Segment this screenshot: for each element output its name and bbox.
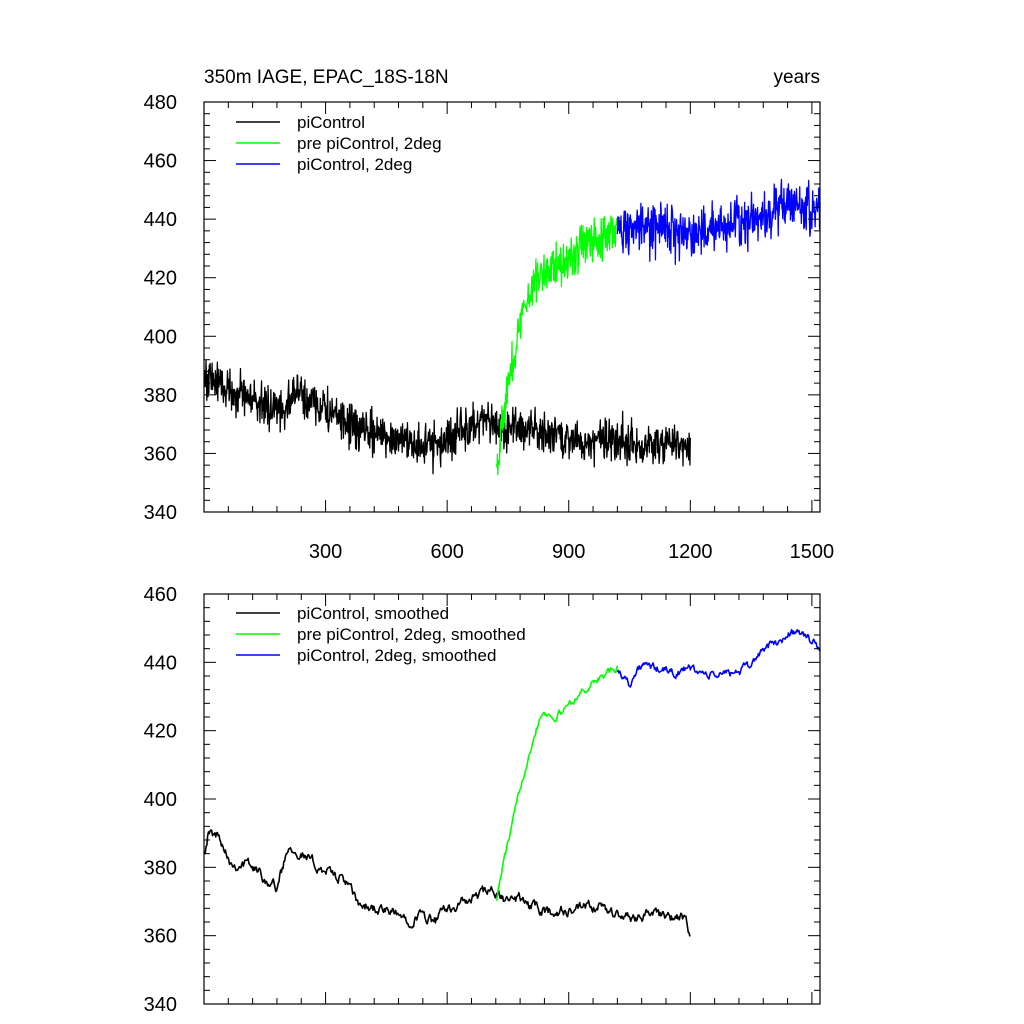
top-series-group (203, 178, 821, 476)
top-y-tick-label: 380 (144, 385, 177, 407)
top-y-tick-label: 420 (144, 268, 177, 290)
legend-label-picontrol-2deg: piControl, 2deg (297, 155, 412, 174)
top-legend: piControl pre piControl, 2deg piControl,… (236, 113, 442, 174)
top-series-picontrol (203, 359, 691, 475)
top-y-tick-label: 340 (144, 502, 177, 524)
chart-title-right: years (774, 67, 820, 88)
bottom-series-pre-picontrol-2deg-smoothed (495, 665, 619, 901)
top-y-tick-label: 400 (144, 326, 177, 348)
top-y-tick-label: 440 (144, 209, 177, 231)
bottom-y-tick-label: 400 (144, 789, 177, 811)
legend-label-picontrol-2deg-smoothed: piControl, 2deg, smoothed (297, 646, 496, 665)
top-x-tick-label: 1500 (790, 541, 835, 563)
bottom-axes: 340 360 380 400 420 440 460 (144, 584, 821, 1016)
bottom-y-tick-label: 440 (144, 652, 177, 674)
top-x-tick-label: 900 (552, 541, 585, 563)
bottom-y-tick-label: 460 (144, 584, 177, 606)
top-x-tick-label: 1200 (668, 541, 713, 563)
top-series-pre-picontrol-2deg (495, 215, 619, 476)
top-axes: 340 360 380 400 420 440 460 480 300 600 900 1200 150… (144, 92, 835, 563)
top-y-tick-label: 360 (144, 443, 177, 465)
top-x-tick-label: 300 (309, 541, 342, 563)
bottom-y-tick-label: 360 (144, 926, 177, 948)
top-y-tick-label: 460 (144, 151, 177, 173)
bottom-series-picontrol-2deg-smoothed (616, 628, 821, 688)
legend-label-picontrol: piControl (297, 113, 365, 132)
bottom-y-tick-label: 380 (144, 857, 177, 879)
bottom-panel: 340 360 380 400 420 440 460 piControl, smoothe… (144, 584, 821, 1016)
legend-label-pre-picontrol: pre piControl, 2deg (297, 134, 442, 153)
bottom-series-group (203, 628, 821, 937)
bottom-y-tick-label: 340 (144, 994, 177, 1016)
top-plot-frame (203, 101, 821, 513)
top-panel: 350m IAGE, EPAC_18S-18N years 340 360 380 4… (144, 67, 835, 563)
chart-title: 350m IAGE, EPAC_18S-18N (204, 67, 449, 88)
top-series-picontrol-2deg (616, 178, 821, 266)
legend-label-picontrol-smoothed: piControl, smoothed (297, 604, 449, 623)
legend-label-pre-picontrol-smoothed: pre piControl, 2deg, smoothed (297, 625, 526, 644)
bottom-y-tick-label: 420 (144, 721, 177, 743)
top-x-tick-label: 600 (430, 541, 463, 563)
bottom-series-picontrol-smoothed (203, 829, 691, 937)
bottom-legend: piControl, smoothed pre piControl, 2deg,… (236, 604, 526, 665)
top-y-tick-label: 480 (144, 92, 177, 114)
